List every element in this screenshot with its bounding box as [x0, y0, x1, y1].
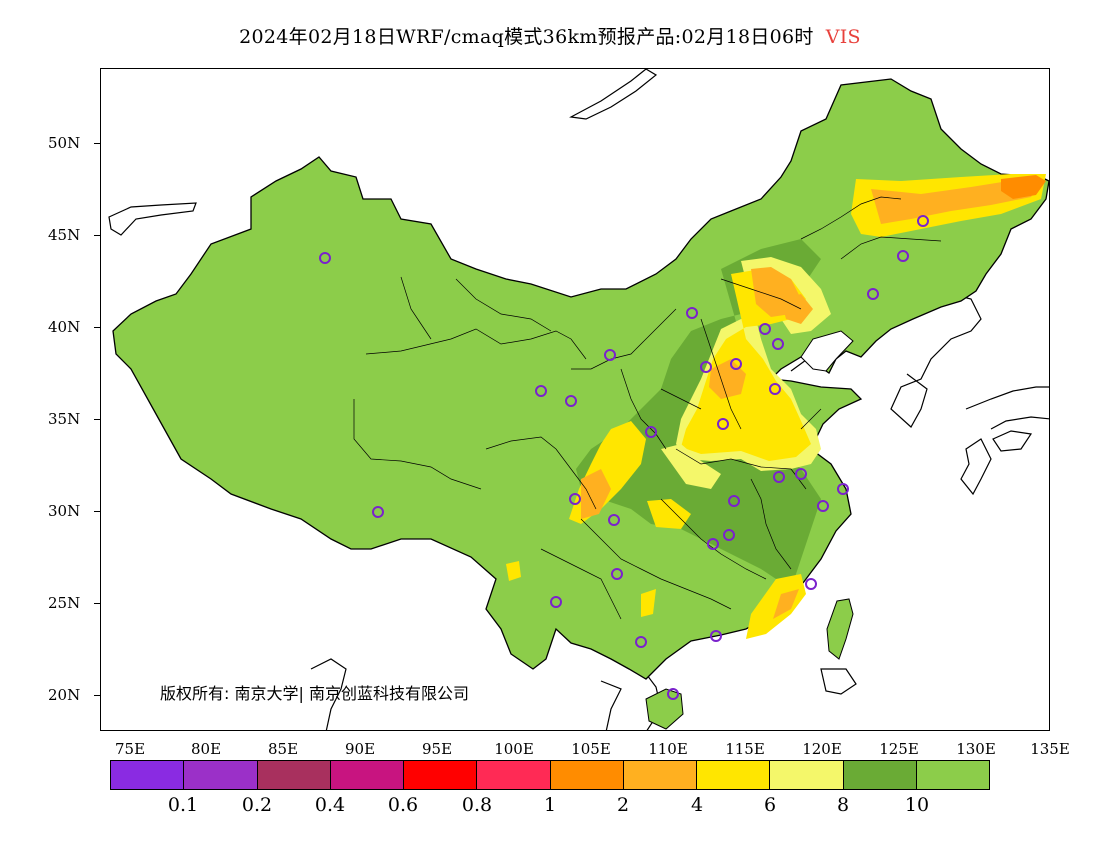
- station-marker: [319, 252, 331, 264]
- china-landmass: [112, 78, 1049, 730]
- station-marker: [635, 636, 647, 648]
- station-marker: [759, 323, 771, 335]
- legend-label: 0.8: [461, 794, 493, 816]
- station-marker: [667, 688, 679, 700]
- station-marker: [730, 358, 742, 370]
- lon-label-135e: 135E: [1030, 740, 1070, 758]
- station-marker: [917, 215, 929, 227]
- lon-label-85e: 85E: [267, 740, 299, 758]
- station-marker: [769, 383, 781, 395]
- legend-label: 2: [616, 794, 630, 816]
- title-variable: VIS: [825, 26, 861, 48]
- legend-label: 0.6: [387, 794, 419, 816]
- legend-swatch: [111, 761, 185, 789]
- legend-swatch: [550, 761, 624, 789]
- map-canvas: [108, 69, 1049, 730]
- legend-label: 4: [690, 794, 704, 816]
- province-boundaries: [353, 196, 942, 620]
- station-marker: [550, 596, 562, 608]
- station-marker: [723, 529, 735, 541]
- station-marker: [867, 288, 879, 300]
- lat-tick: [94, 511, 100, 512]
- legend-label: 6: [763, 794, 777, 816]
- station-marker: [897, 250, 909, 262]
- lon-label-75e: 75E: [114, 740, 146, 758]
- legend-swatch: [770, 761, 844, 789]
- lat-label-50n: 50N: [48, 134, 81, 152]
- station-marker: [837, 483, 849, 495]
- station-marker: [710, 630, 722, 642]
- color-legend: [110, 760, 990, 790]
- lat-label-20n: 20N: [48, 686, 81, 704]
- station-markers: [319, 215, 929, 700]
- station-marker: [817, 500, 829, 512]
- lon-label-125e: 125E: [879, 740, 919, 758]
- legend-label: 10: [904, 794, 930, 816]
- copyright-notice: 版权所有: 南京大学| 南京创蓝科技有限公司: [160, 684, 469, 703]
- station-marker: [604, 349, 616, 361]
- lat-tick: [94, 603, 100, 604]
- lon-label-95e: 95E: [421, 740, 453, 758]
- legend-label: 1: [543, 794, 557, 816]
- legend-swatch: [477, 761, 551, 789]
- lon-label-80e: 80E: [190, 740, 222, 758]
- station-marker: [728, 495, 740, 507]
- visibility-shading: [506, 174, 1046, 639]
- legend-label: 0.2: [241, 794, 273, 816]
- legend-swatch: [330, 761, 404, 789]
- lat-tick: [94, 327, 100, 328]
- lon-label-130e: 130E: [956, 740, 996, 758]
- station-marker: [773, 471, 785, 483]
- lon-label-90e: 90E: [344, 740, 376, 758]
- lat-label-40n: 40N: [48, 318, 81, 336]
- legend-swatch: [623, 761, 697, 789]
- station-marker: [795, 468, 807, 480]
- map-title: 2024年02月18日WRF/cmaq模式36km预报产品:02月18日06时 V…: [0, 22, 1100, 49]
- lat-label-25n: 25N: [48, 594, 81, 612]
- legend-swatch: [916, 761, 989, 789]
- station-marker: [372, 506, 384, 518]
- station-marker: [569, 493, 581, 505]
- legend-swatch: [843, 761, 917, 789]
- station-marker: [565, 395, 577, 407]
- legend-swatch: [697, 761, 771, 789]
- legend-label: 8: [836, 794, 850, 816]
- legend-swatch: [404, 761, 478, 789]
- lon-label-115e: 115E: [725, 740, 765, 758]
- lat-tick: [94, 695, 100, 696]
- legend-label: 0.1: [167, 794, 199, 816]
- station-marker: [717, 418, 729, 430]
- lon-label-120e: 120E: [802, 740, 842, 758]
- lon-label-105e: 105E: [571, 740, 611, 758]
- station-marker: [805, 578, 817, 590]
- lat-label-35n: 35N: [48, 410, 81, 428]
- station-marker: [608, 514, 620, 526]
- station-marker: [535, 385, 547, 397]
- station-marker: [645, 426, 657, 438]
- station-marker: [686, 307, 698, 319]
- station-marker: [772, 338, 784, 350]
- lat-tick: [94, 235, 100, 236]
- legend-label: 0.4: [314, 794, 346, 816]
- station-marker: [707, 538, 719, 550]
- station-marker: [700, 361, 712, 373]
- lat-tick: [94, 419, 100, 420]
- lat-label-45n: 45N: [48, 226, 81, 244]
- lon-label-110e: 110E: [648, 740, 688, 758]
- title-text: 2024年02月18日WRF/cmaq模式36km预报产品:02月18日06时: [239, 26, 814, 48]
- lon-label-100e: 100E: [494, 740, 534, 758]
- map-plot-area: [100, 68, 1050, 731]
- station-marker: [611, 568, 623, 580]
- lat-tick: [94, 143, 100, 144]
- legend-swatch: [257, 761, 331, 789]
- legend-swatch: [184, 761, 258, 789]
- lat-label-30n: 30N: [48, 502, 81, 520]
